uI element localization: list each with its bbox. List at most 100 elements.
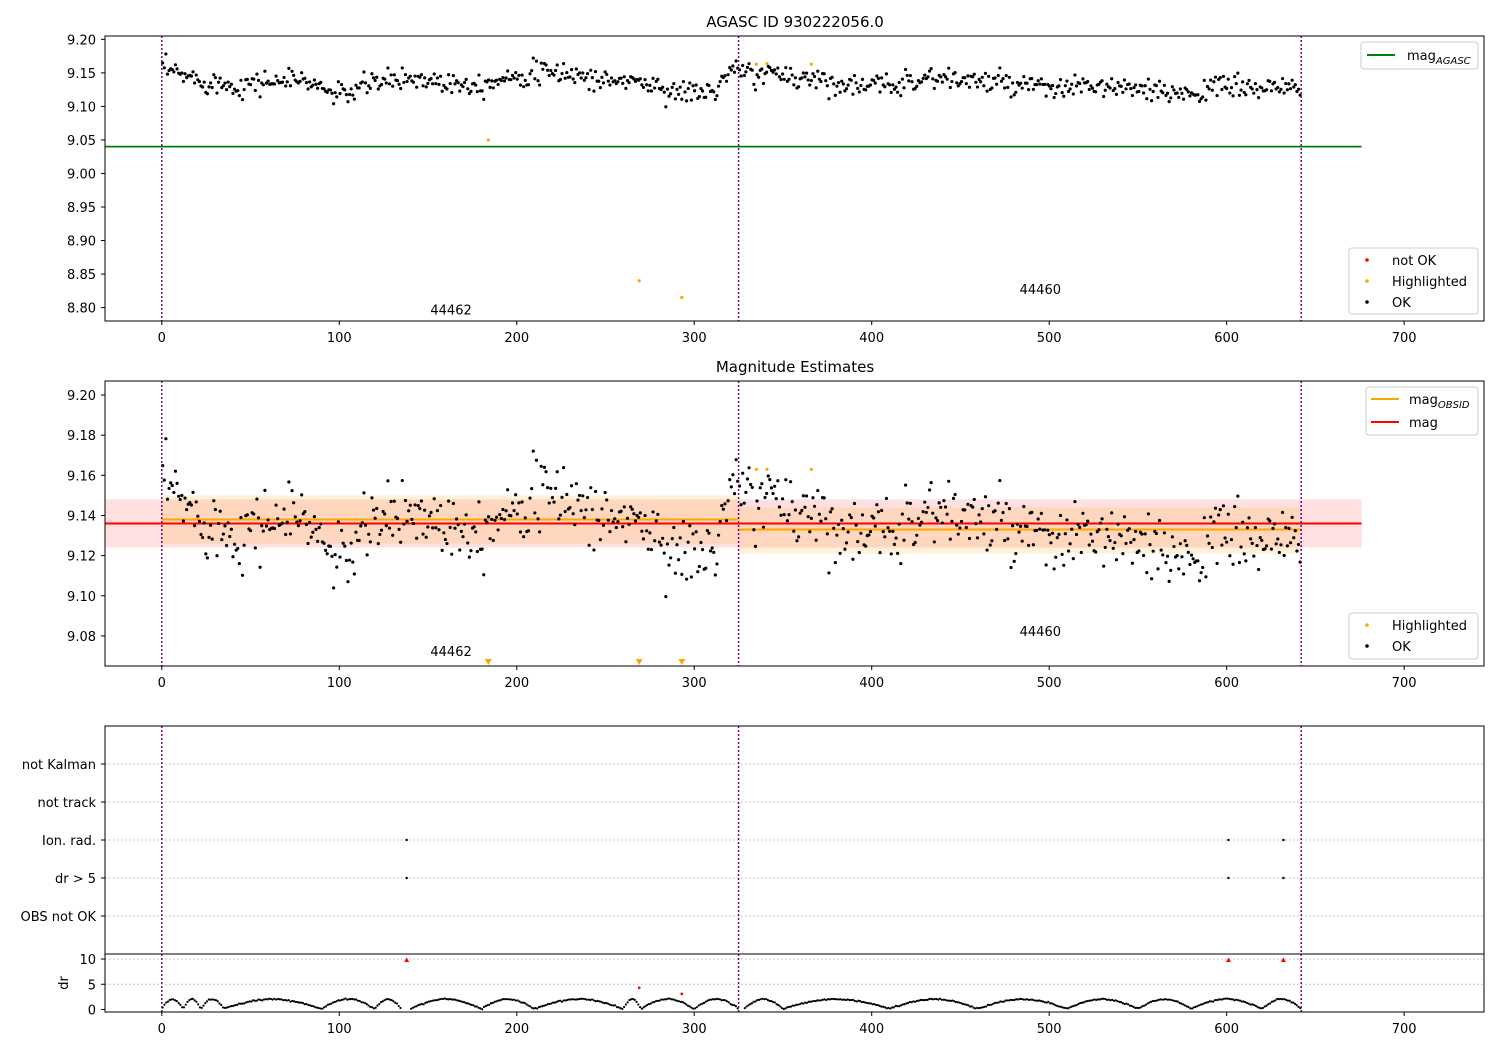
ok-point xyxy=(338,555,342,559)
ok-point xyxy=(854,81,858,85)
ok-point xyxy=(907,79,911,83)
ok-point xyxy=(1110,511,1114,515)
ok-point xyxy=(1236,494,1240,498)
dr-point xyxy=(200,1006,203,1009)
ok-point xyxy=(384,81,388,85)
dr-point xyxy=(537,1006,541,1009)
dr-point xyxy=(491,1001,494,1005)
dr-point xyxy=(1162,998,1165,1001)
ok-point xyxy=(1197,579,1202,583)
dr-point xyxy=(701,1002,704,1005)
ok-point xyxy=(849,515,853,520)
ok-point xyxy=(707,83,711,88)
ok-point xyxy=(376,542,380,546)
ok-point xyxy=(686,86,690,91)
ok-point xyxy=(367,532,371,536)
ok-point xyxy=(691,532,695,536)
dr-point xyxy=(339,999,342,1002)
ok-point xyxy=(640,529,644,533)
ok-point xyxy=(1268,79,1272,83)
ok-point xyxy=(971,505,975,509)
ok-point xyxy=(1114,558,1119,562)
ok-point xyxy=(996,73,1000,78)
ok-point xyxy=(336,520,340,524)
dr-point xyxy=(438,998,441,1001)
dr-point xyxy=(342,998,345,1001)
ok-point xyxy=(574,482,578,486)
ok-point xyxy=(678,536,682,540)
ok-point xyxy=(798,511,802,515)
ok-point xyxy=(370,72,374,76)
ok-point xyxy=(399,86,403,91)
dr-point xyxy=(660,998,663,1001)
ok-point xyxy=(261,529,265,533)
dr-point xyxy=(1139,1006,1142,1009)
ok-point xyxy=(1293,83,1297,87)
ok-point xyxy=(1106,535,1111,539)
dr-point xyxy=(832,997,835,1001)
ok-point xyxy=(641,85,646,90)
ok-point xyxy=(1296,542,1301,547)
dr-point xyxy=(914,1000,917,1003)
ok-point xyxy=(466,87,470,91)
ok-point xyxy=(402,522,406,526)
dr-point xyxy=(495,1000,498,1003)
dr-point xyxy=(757,998,761,1001)
ok-point xyxy=(571,77,575,81)
dr-point xyxy=(585,998,588,1001)
ok-point xyxy=(383,77,387,81)
dr-point xyxy=(903,1003,906,1006)
ok-point xyxy=(547,73,551,78)
ok-point xyxy=(907,517,911,521)
ok-point xyxy=(1116,80,1120,85)
dr-point xyxy=(340,998,344,1001)
highlighted-point xyxy=(765,467,769,471)
dr-point xyxy=(591,998,594,1001)
dr-point xyxy=(1245,1001,1249,1005)
ok-point xyxy=(194,73,198,77)
ok-point xyxy=(298,79,302,83)
ok-point xyxy=(641,537,646,541)
dr-point xyxy=(644,1005,647,1008)
dr-point xyxy=(855,1000,858,1003)
ok-point xyxy=(494,515,499,519)
out-of-range-marker xyxy=(484,659,492,665)
ok-point xyxy=(546,68,550,72)
dr-point xyxy=(234,1004,237,1007)
dr-point xyxy=(1134,1006,1137,1009)
flag-point xyxy=(1227,838,1230,842)
dr-point xyxy=(1024,998,1027,1001)
ok-point xyxy=(423,76,427,80)
ok-point xyxy=(718,80,722,84)
ok-point xyxy=(1070,82,1074,86)
ok-point xyxy=(980,75,984,79)
dr-point xyxy=(1285,998,1288,1002)
dr-point xyxy=(919,998,922,1002)
ok-point xyxy=(357,538,361,543)
dr-point xyxy=(866,1001,869,1005)
ok-point xyxy=(228,85,232,89)
ok-point xyxy=(328,544,332,548)
ok-point xyxy=(541,67,545,71)
x-tick-label: 600 xyxy=(1214,676,1239,691)
x-tick-label: 200 xyxy=(504,676,529,691)
ok-point xyxy=(202,521,206,525)
dr-point xyxy=(889,1007,892,1010)
ok-point xyxy=(1140,84,1144,88)
ok-point xyxy=(276,517,280,521)
ok-point xyxy=(440,89,444,93)
dr-point xyxy=(239,1002,242,1005)
dr-point xyxy=(166,1000,170,1003)
legend-entry-label: mag xyxy=(1409,416,1438,431)
dr-point xyxy=(733,1004,736,1007)
ok-point xyxy=(1084,523,1088,527)
ok-point xyxy=(185,507,189,512)
dr-point xyxy=(953,1000,956,1003)
ok-point xyxy=(1252,554,1256,558)
ok-point xyxy=(569,484,574,488)
ok-point xyxy=(1046,528,1050,532)
ok-point xyxy=(322,541,326,545)
ok-point xyxy=(680,572,684,576)
dr-point xyxy=(337,999,340,1002)
ok-point xyxy=(165,497,170,501)
